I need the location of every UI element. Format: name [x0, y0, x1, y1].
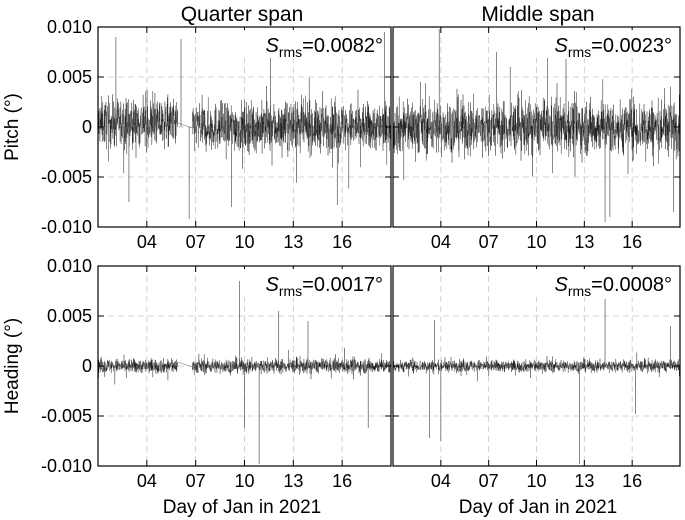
y-axis-label-heading: Heading (°)	[2, 318, 23, 414]
x-tick-label: 16	[332, 232, 352, 252]
x-tick-label: 07	[479, 232, 499, 252]
trace-group	[393, 29, 680, 222]
trace-group	[98, 281, 391, 464]
x-tick-label: 07	[186, 471, 206, 491]
rms-annotation: Srms=0.0017°	[265, 274, 383, 299]
data-trace	[393, 58, 680, 181]
annotation-background	[241, 30, 384, 58]
y-tick-label: 0.005	[47, 67, 92, 87]
panel-quarter-pitch: 04 07 10 13 16 0.010 0.005 0 -0.005 -0.010 Srms=0.…	[41, 17, 392, 252]
x-tick-label: 10	[526, 471, 546, 491]
x-tick-label: 07	[479, 471, 499, 491]
x-tick-label: 10	[234, 232, 254, 252]
y-axis-label-pitch: Pitch (°)	[2, 93, 23, 161]
column-title-middle-span: Middle span	[481, 3, 594, 26]
x-tick-label: 07	[186, 232, 206, 252]
annotation-background	[530, 269, 673, 297]
panel-quarter-heading: 04 07 10 13 16 0.010 0.005 0 -0.005 -0.010 Srms=0.…	[41, 256, 392, 491]
x-tick-label: 13	[283, 232, 303, 252]
x-axis-label-left: Day of Jan in 2021	[163, 497, 321, 518]
data-trace	[98, 354, 178, 385]
data-trace	[192, 77, 391, 189]
y-tick-label: -0.005	[41, 406, 92, 426]
x-tick-label: 10	[234, 471, 254, 491]
y-tick-label: 0.010	[47, 17, 92, 37]
x-tick-label: 13	[283, 471, 303, 491]
rms-annotation: Srms=0.0082°	[265, 35, 383, 60]
y-tick-label: 0	[82, 356, 92, 376]
data-gap-line	[177, 361, 193, 368]
rms-annotation: Srms=0.0023°	[554, 35, 672, 60]
y-tick-label: -0.005	[41, 167, 92, 187]
x-tick-label: 10	[526, 232, 546, 252]
y-tick-label: 0.010	[47, 256, 92, 276]
x-tick-label: 13	[574, 232, 594, 252]
x-tick-label: 13	[574, 471, 594, 491]
panel-middle-pitch: 04 07 10 13 16 Srms=0.0023°	[392, 26, 681, 252]
trace-group	[98, 32, 391, 219]
x-tick-label: 04	[137, 471, 157, 491]
y-tick-label: 0.005	[47, 306, 92, 326]
annotation-background	[241, 269, 384, 297]
x-tick-label: 16	[622, 471, 642, 491]
trace-group	[393, 299, 680, 464]
data-trace	[192, 347, 391, 380]
x-tick-label: 04	[431, 471, 451, 491]
y-tick-label: 0	[82, 117, 92, 137]
x-axis-label-right: Day of Jan in 2021	[459, 497, 617, 518]
y-tick-label: -0.010	[41, 217, 92, 237]
y-tick-label: -0.010	[41, 456, 92, 476]
data-trace	[98, 89, 178, 174]
x-tick-label: 16	[332, 471, 352, 491]
rms-annotation: Srms=0.0008°	[554, 274, 672, 299]
x-tick-label: 04	[137, 232, 157, 252]
x-tick-label: 16	[622, 232, 642, 252]
panel-middle-heading: 04 07 10 13 16 Srms=0.0008°	[392, 265, 681, 491]
data-gap-line	[177, 122, 193, 129]
annotation-background	[530, 30, 673, 58]
x-tick-label: 04	[431, 232, 451, 252]
column-title-quarter-span: Quarter span	[181, 3, 304, 26]
